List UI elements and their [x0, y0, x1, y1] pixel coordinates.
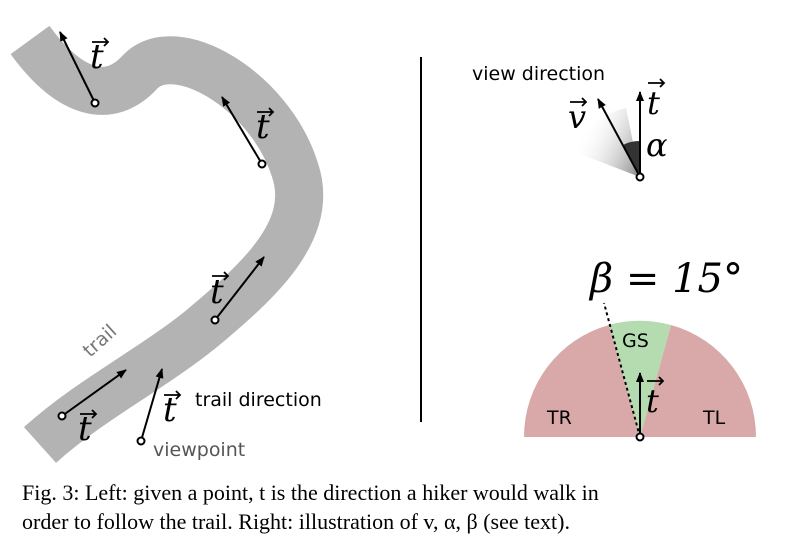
vector-arrow-icon	[212, 271, 230, 281]
tr-region	[523, 325, 640, 437]
trail-vector-5: t	[136, 368, 182, 446]
t-label: t	[646, 382, 659, 420]
v-label: v	[568, 98, 586, 136]
t-arrow-icon	[647, 376, 665, 386]
trail-label: trail	[79, 320, 122, 361]
vector-t-label: t	[78, 409, 92, 449]
vector-t-label: t	[163, 390, 177, 430]
caption-line-2: order to follow the trail. Right: illust…	[22, 509, 570, 534]
vector-arrow-icon	[164, 390, 182, 400]
vector-t-label: t	[90, 37, 104, 77]
figure-illustration: trail t t t t	[10, 25, 757, 463]
trail-vector-2: t	[221, 96, 275, 169]
trail-direction-label: trail direction	[195, 389, 322, 411]
view-direction-label: view direction	[472, 63, 605, 85]
trail-vector-4: t	[57, 369, 127, 449]
figure-caption: Fig. 3: Left: given a point, t is the di…	[22, 478, 797, 536]
view-direction-diagram: view direction v t α	[472, 63, 668, 182]
viewpoint-label: viewpoint	[153, 439, 245, 461]
v-arrow-icon	[570, 97, 588, 107]
vector-arrow-icon	[92, 37, 110, 47]
view-cone	[575, 108, 640, 177]
gs-label: GS	[622, 330, 649, 352]
t-arrow-icon	[648, 78, 666, 88]
t-label: t	[647, 84, 660, 122]
tl-region	[640, 325, 757, 437]
vector-arrow-icon	[257, 107, 275, 117]
left-panel: trail t t t t	[10, 25, 324, 463]
alpha-label: α	[646, 126, 668, 164]
vector-t-label: t	[256, 107, 270, 147]
vector-arrow-icon	[80, 409, 98, 419]
beta-label: β = 15°	[588, 256, 743, 302]
beta-diagram: β = 15° GS TR TL t	[523, 256, 757, 442]
tl-label: TL	[702, 407, 726, 429]
beta-boundary-line	[603, 302, 641, 438]
tr-label: TR	[546, 407, 572, 429]
trail-path	[10, 25, 324, 463]
vector-t-label: t	[210, 272, 224, 312]
caption-line-1: Fig. 3: Left: given a point, t is the di…	[22, 480, 599, 505]
trail-vector-1: t	[59, 31, 110, 108]
trail-vector-3: t	[210, 256, 265, 325]
